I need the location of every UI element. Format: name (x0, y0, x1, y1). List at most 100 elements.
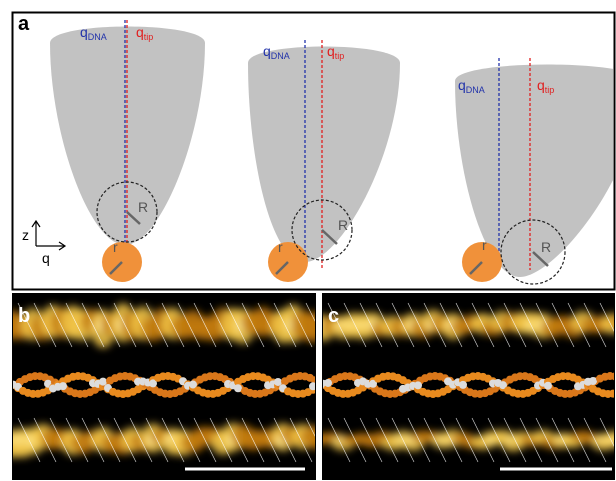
helix-line (359, 302, 383, 348)
subscript: tip (335, 51, 345, 61)
subscript: tip (545, 85, 555, 95)
helix-line (343, 417, 367, 463)
dna-base (459, 380, 467, 389)
helix-line (193, 302, 217, 348)
afm-blob (611, 316, 614, 327)
helix-line (391, 302, 415, 348)
helix-line (273, 417, 297, 463)
panel-c (323, 302, 614, 471)
dna-atom (311, 376, 315, 385)
helix-line (177, 417, 201, 463)
helix-line (327, 302, 351, 348)
helix-line (273, 302, 297, 348)
helix-line (113, 302, 137, 348)
radius-label: R (541, 239, 551, 255)
helix-line (209, 417, 233, 463)
radius-R (532, 251, 549, 267)
helix-line (305, 417, 315, 437)
subscript: tip (144, 32, 154, 42)
tip-circle (291, 199, 353, 261)
dna-base (99, 377, 107, 386)
helix-line (471, 417, 495, 463)
helix-line (17, 302, 41, 348)
helix-line (305, 302, 315, 322)
radius-R (126, 211, 141, 225)
helix-line (161, 417, 185, 463)
helix-line (503, 302, 527, 348)
afm-blob (0, 423, 5, 450)
dna-atom (611, 372, 614, 381)
helix-line (583, 417, 607, 463)
helix-line (241, 302, 265, 348)
helix-line (97, 417, 121, 463)
helix-line (193, 417, 217, 463)
dna-base (274, 377, 282, 386)
afm-blob (311, 430, 315, 449)
tip-circle (96, 181, 158, 243)
helix-line (439, 417, 463, 463)
helix-line (423, 302, 447, 348)
helix-line (567, 302, 591, 348)
afm-blob (0, 310, 5, 340)
radius-r (109, 261, 123, 275)
radius-label: r (113, 239, 118, 255)
symbol: q (80, 24, 88, 40)
helix-line (129, 302, 153, 348)
dna-base (414, 381, 422, 390)
axis-label: qtip (136, 24, 153, 42)
axis-label: qDNA (263, 43, 290, 61)
helix-line (225, 302, 249, 348)
helix-line (257, 302, 281, 348)
radius-R (321, 229, 338, 245)
helix-line (65, 417, 89, 463)
tip-circle (500, 219, 566, 285)
afm-blob (601, 313, 614, 334)
panel-b (0, 302, 315, 471)
afm-band (0, 303, 315, 349)
panel-label: b (18, 305, 30, 327)
helix-line (519, 417, 543, 463)
axis-label: qtip (327, 43, 344, 61)
helix-line (599, 302, 614, 332)
helix-line (551, 417, 575, 463)
helix-line (49, 417, 73, 463)
helix-line (359, 417, 383, 463)
helix-line (519, 302, 543, 348)
helix-line (327, 417, 351, 463)
helix-line (289, 302, 313, 348)
helix-line (439, 302, 463, 348)
helix-line (455, 417, 479, 463)
helix-line (487, 417, 511, 463)
helix-line (65, 302, 89, 348)
dna-base (309, 382, 315, 391)
subscript: DNA (466, 85, 485, 95)
dna-base (324, 378, 332, 387)
helix-line (209, 302, 233, 348)
subscript: DNA (271, 51, 290, 61)
tip-shape (455, 64, 613, 277)
helix-line (241, 417, 265, 463)
tip-shape (248, 46, 400, 262)
axis-label: qDNA (80, 24, 107, 42)
helix-line (177, 302, 201, 348)
helix-line (567, 417, 591, 463)
helix-line (391, 417, 415, 463)
afm-band (323, 429, 614, 452)
dna-base (189, 380, 197, 389)
helix-line (33, 417, 57, 463)
panel-label: c (328, 305, 339, 327)
dna-base (544, 381, 552, 390)
helix-line (535, 302, 559, 348)
radius-label: r (278, 239, 283, 255)
helix-line (551, 302, 575, 348)
helix-line (407, 417, 431, 463)
dna-base (499, 381, 507, 390)
symbol: q (327, 43, 335, 59)
helix-line (81, 417, 105, 463)
helix-line (455, 302, 479, 348)
helix-line (599, 417, 614, 447)
helix-line (17, 417, 41, 463)
